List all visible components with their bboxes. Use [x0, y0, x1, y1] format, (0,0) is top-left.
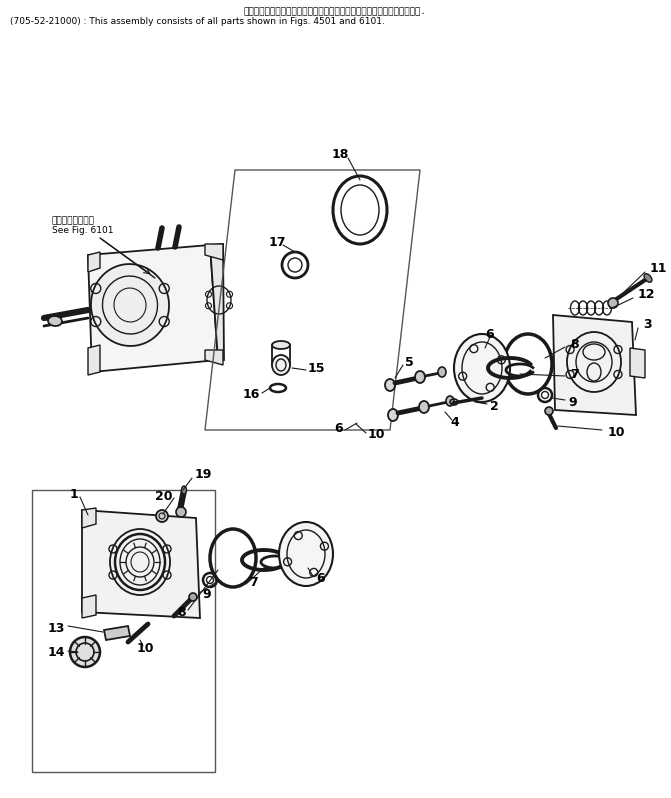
Ellipse shape — [446, 396, 454, 406]
Polygon shape — [205, 244, 223, 260]
Circle shape — [608, 298, 618, 308]
Ellipse shape — [272, 355, 290, 375]
Text: 18: 18 — [331, 148, 349, 161]
Polygon shape — [82, 508, 96, 528]
Polygon shape — [210, 244, 224, 360]
Text: 16: 16 — [243, 389, 260, 401]
Text: 20: 20 — [154, 489, 172, 503]
Text: 第６１０１図参照: 第６１０１図参照 — [52, 216, 95, 225]
Text: 9: 9 — [568, 396, 576, 409]
Text: See Fig. 6101: See Fig. 6101 — [52, 226, 113, 235]
Text: 5: 5 — [405, 357, 414, 369]
Circle shape — [545, 407, 553, 415]
Text: 2: 2 — [490, 400, 499, 413]
Ellipse shape — [279, 522, 333, 586]
Ellipse shape — [419, 401, 429, 413]
Ellipse shape — [91, 264, 169, 346]
Polygon shape — [82, 510, 200, 618]
Text: 9: 9 — [202, 588, 211, 602]
Text: 7: 7 — [249, 575, 258, 588]
Text: 6: 6 — [316, 571, 325, 584]
Text: 3: 3 — [643, 318, 652, 331]
Text: 14: 14 — [48, 646, 65, 658]
Polygon shape — [88, 245, 218, 372]
Circle shape — [189, 593, 197, 601]
Ellipse shape — [388, 409, 398, 421]
Polygon shape — [88, 252, 100, 272]
Ellipse shape — [48, 316, 62, 326]
Circle shape — [70, 637, 100, 667]
Ellipse shape — [272, 341, 290, 349]
Polygon shape — [205, 350, 223, 365]
Ellipse shape — [454, 334, 510, 402]
Polygon shape — [88, 345, 100, 375]
Ellipse shape — [415, 371, 425, 383]
Text: 10: 10 — [608, 425, 625, 438]
Text: 17: 17 — [268, 235, 286, 248]
Text: 15: 15 — [308, 361, 325, 374]
Text: 6: 6 — [334, 421, 343, 434]
Text: 10: 10 — [136, 642, 154, 654]
Text: 6: 6 — [486, 329, 495, 342]
Text: 1: 1 — [69, 488, 78, 501]
Text: 19: 19 — [195, 468, 213, 481]
Text: 8: 8 — [570, 338, 578, 351]
Text: 13: 13 — [48, 622, 65, 634]
Circle shape — [176, 507, 186, 517]
Text: このアセンブリの構成部品は第４５０１図および第６１０１図を含みます.: このアセンブリの構成部品は第４５０１図および第６１０１図を含みます. — [244, 7, 426, 16]
Text: 8: 8 — [177, 606, 186, 618]
Text: 11: 11 — [650, 262, 668, 275]
Text: 7: 7 — [570, 368, 579, 381]
Polygon shape — [630, 348, 645, 378]
Text: 10: 10 — [368, 429, 386, 441]
Ellipse shape — [181, 486, 187, 494]
Polygon shape — [104, 626, 130, 640]
Ellipse shape — [438, 367, 446, 377]
Ellipse shape — [385, 379, 395, 391]
Text: (705-52-21000) : This assembly consists of all parts shown in Figs. 4501 and 610: (705-52-21000) : This assembly consists … — [10, 17, 385, 26]
Polygon shape — [553, 315, 636, 415]
Ellipse shape — [644, 274, 652, 282]
Text: 12: 12 — [638, 289, 656, 302]
Polygon shape — [82, 595, 96, 618]
Text: 4: 4 — [451, 416, 460, 429]
Circle shape — [156, 510, 168, 522]
